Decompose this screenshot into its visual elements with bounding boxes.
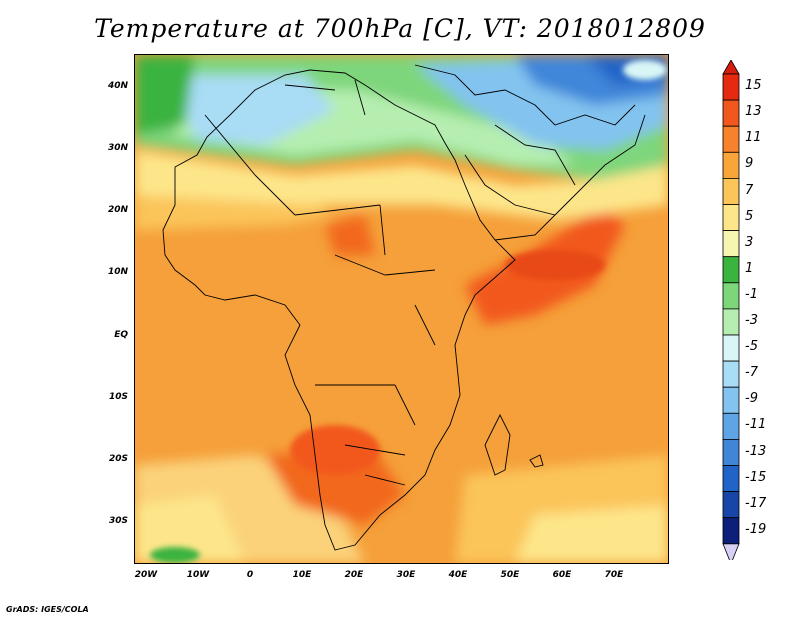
colorbar-swatch [722,386,740,414]
lat-label-40n: 40N [107,81,128,91]
lon-label-20e: 20E [344,570,364,580]
colorbar-swatch [722,517,740,545]
colorbar-swatch [722,256,740,284]
colorbar-label: 3 [745,234,754,250]
colorbar-swatch [722,151,740,179]
temp-spot-southwest-green [150,547,200,563]
temp-zone-yellow-band [135,150,668,220]
colorbar-label: -3 [745,313,758,328]
colorbar-label: -17 [745,495,767,511]
lat-label-20s: 20S [108,454,128,464]
temp-spot-arabian-sea [505,250,605,280]
colorbar-label: -19 [745,521,767,537]
colorbar-label: 5 [745,208,754,224]
lat-label-10n: 10N [107,267,128,277]
colorbar-label: -15 [745,469,767,485]
colorbar-swatch [722,334,740,362]
temp-spot-northeast-pale [623,60,667,80]
colorbar-swatch [722,438,740,466]
colorbar-swatch [722,360,740,388]
colorbar-label: 13 [745,104,762,120]
temp-spot-kalahari [290,425,380,475]
credit-text: GrADS: IGES/COLA [6,605,89,614]
colorbar-label: -5 [745,339,758,355]
colorbar-swatch [722,282,740,310]
colorbar-swatch [722,204,740,232]
colorbar-label: -1 [745,286,758,302]
lat-label-10s: 10S [108,392,128,402]
colorbar-swatch [722,491,740,519]
colorbar-label: 1 [745,260,754,276]
colorbar-label: -7 [745,365,758,381]
lon-label-50e: 50E [500,570,520,580]
lon-label-20w: 20W [134,570,158,580]
colorbar-label: -11 [745,417,767,433]
colorbar-swatch [722,125,740,153]
colorbar-label: 11 [745,130,762,146]
colorbar-swatch [722,308,740,336]
temperature-field [135,55,668,563]
coastlines [162,64,646,551]
lat-label-20n: 20N [107,205,128,215]
lon-label-10w: 10W [186,570,210,580]
temp-zone-southern-africa-hot [265,450,405,525]
colorbar [720,59,800,565]
colorbar-swatch [722,178,740,205]
lon-label-0: 0 [246,570,254,580]
chart-title: Temperature at 700hPa [C], VT: 201801280… [94,14,706,43]
temp-zone-sahel-hot [325,215,375,255]
colorbar-swatch [722,465,740,493]
lat-label-30s: 30S [108,516,128,526]
temperature-map [134,54,669,564]
colorbar-label: -13 [745,443,767,459]
lon-label-70e: 70E [604,570,624,580]
lon-label-60e: 60E [552,570,572,580]
lon-label-40e: 40E [448,570,468,580]
temp-zone-southeast-pale [515,505,668,563]
colorbar-label: 15 [745,78,762,94]
colorbar-top-arrow [722,59,740,75]
colorbar-swatches [722,59,740,565]
colorbar-swatch [722,99,740,127]
temp-zone-southwest-pale [135,495,245,563]
colorbar-bottom-arrow [722,543,740,565]
colorbar-swatch [722,412,740,440]
lon-label-10e: 10E [292,570,312,580]
lat-label-30n: 30N [107,143,128,153]
colorbar-swatch [722,73,740,101]
lon-label-30e: 30E [396,570,416,580]
lat-label-eq: EQ [114,330,128,340]
colorbar-swatch [722,230,740,258]
colorbar-label: 7 [745,182,754,198]
temp-zone-northwest-green [135,55,195,135]
colorbar-label: 9 [745,156,754,172]
colorbar-label: -9 [745,391,758,407]
